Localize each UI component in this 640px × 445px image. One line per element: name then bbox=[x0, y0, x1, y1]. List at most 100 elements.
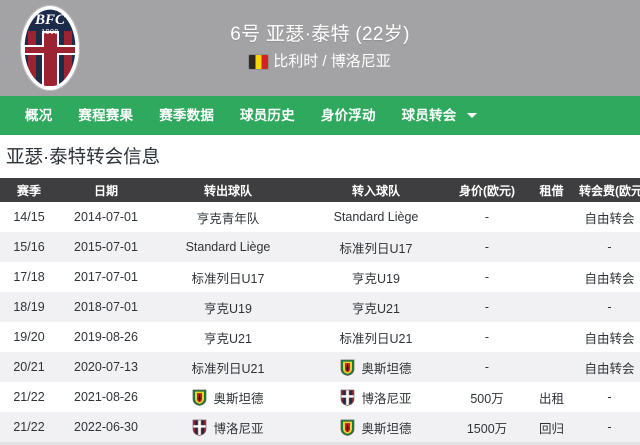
cell-to-club: 亨克U19 bbox=[302, 262, 450, 292]
table-row[interactable]: 15/16 2015-07-01 Standard Liège 标准列日U17 - - bbox=[0, 232, 640, 262]
cell-from-club-label: 博洛尼亚 bbox=[213, 421, 264, 436]
cell-date: 2015-07-01 bbox=[74, 240, 138, 254]
table-row[interactable]: 19/20 2019-08-26 亨克U21 标准列日U21 - 自由转会 bbox=[0, 322, 640, 352]
cell-market-value: - bbox=[484, 270, 490, 284]
cell-from-club-content: 标准列日U21 bbox=[154, 352, 302, 382]
cell-loan: 回归 bbox=[538, 421, 564, 436]
chevron-down-icon[interactable] bbox=[467, 112, 478, 118]
tab-overview-label: 概况 bbox=[25, 108, 53, 123]
cell-to-club-label: 奥斯坦德 bbox=[361, 361, 412, 376]
cell-from-club[interactable]: 博洛尼亚 bbox=[154, 412, 302, 442]
cell-market-value: - bbox=[484, 330, 490, 344]
cell-from-club-label: 标准列日U21 bbox=[191, 361, 265, 376]
cell-season: 21/22 bbox=[13, 420, 45, 434]
tab-market-value[interactable]: 身价浮动 bbox=[308, 96, 389, 135]
tab-season-stats-label: 赛季数据 bbox=[159, 108, 215, 123]
tab-season-stats[interactable]: 赛季数据 bbox=[146, 96, 227, 135]
cell-loan bbox=[524, 322, 579, 352]
cell-loan bbox=[524, 352, 579, 382]
page-title: 6号 亚瑟·泰特 (22岁) bbox=[230, 24, 410, 45]
cell-date: 2017-07-01 bbox=[74, 270, 138, 284]
col-season: 赛季 bbox=[0, 178, 58, 202]
cell-from-club-content: 亨克U21 bbox=[154, 322, 302, 352]
oostende-crest-icon bbox=[341, 359, 355, 376]
player-nationality-club: 比利时 / 博洛尼亚 bbox=[0, 50, 640, 74]
cell-from-club-label: 标准列日U17 bbox=[191, 271, 265, 286]
cell-from-club-content: 奥斯坦德 bbox=[154, 382, 302, 412]
cell-from-club-label: Standard Liège bbox=[185, 240, 271, 254]
cell-loan: 出租 bbox=[538, 391, 564, 406]
table-row[interactable]: 14/15 2014-07-01 亨克青年队 Standard Liège - 自由转会 bbox=[0, 202, 640, 232]
bologna-crest-icon bbox=[193, 419, 207, 436]
cell-season: 18/19 bbox=[13, 300, 45, 314]
cell-from-club-label: 亨克U19 bbox=[204, 301, 252, 316]
tab-player-transfers[interactable]: 球员转会 bbox=[389, 96, 484, 135]
table-row[interactable]: 20/21 2020-07-13 标准列日U21 奥斯坦德 - 自由转会 bbox=[0, 352, 640, 382]
cell-date: 2020-07-13 bbox=[74, 360, 138, 374]
tab-overview[interactable]: 概况 bbox=[12, 96, 65, 135]
table-row[interactable]: 22/232022-07-01奥斯坦德博洛尼亚1500万600万 bbox=[0, 442, 640, 445]
cell-from-club-content: 博洛尼亚 bbox=[154, 412, 302, 442]
cell-to-club-label: 博洛尼亚 bbox=[361, 391, 412, 406]
cell-market-value: - bbox=[484, 360, 490, 374]
cell-to-club[interactable]: 博洛尼亚 bbox=[302, 382, 450, 412]
cell-to-club[interactable]: 奥斯坦德 bbox=[302, 412, 450, 442]
tab-player-history[interactable]: 球员历史 bbox=[227, 96, 308, 135]
bologna-crest-icon bbox=[341, 389, 355, 406]
cell-to-club-label: Standard Liège bbox=[333, 210, 419, 224]
cell-market-value: - bbox=[484, 300, 490, 314]
table-row[interactable]: 18/19 2018-07-01 亨克U19 亨克U21 - - bbox=[0, 292, 640, 322]
tab-player-history-label: 球员历史 bbox=[240, 108, 295, 123]
table-row[interactable]: 17/18 2017-07-01 标准列日U17 亨克U19 - 自由转会 bbox=[0, 262, 640, 292]
cell-to-club-content: 标准列日U21 bbox=[302, 322, 450, 352]
cell-from-club-content: 标准列日U17 bbox=[154, 262, 302, 292]
bologna-crest-icon: BFC 1909 bbox=[20, 5, 80, 91]
cell-loan bbox=[524, 202, 579, 232]
cell-from-club[interactable]: 奥斯坦德 bbox=[154, 382, 302, 412]
table-header-row: 赛季 日期 转出球队 转入球队 身价(欧元) 租借 转会费(欧元) bbox=[0, 178, 640, 202]
cell-from-club: 标准列日U17 bbox=[154, 262, 302, 292]
transfers-table: 赛季 日期 转出球队 转入球队 身价(欧元) 租借 转会费(欧元) 14/15 2… bbox=[0, 178, 640, 445]
cell-from-club-label: 奥斯坦德 bbox=[213, 391, 264, 406]
cell-to-club-label: 奥斯坦德 bbox=[361, 421, 412, 436]
cell-from-club-content: Standard Liège bbox=[154, 232, 302, 262]
tab-fixtures-results-label: 赛程赛果 bbox=[78, 108, 134, 123]
cell-season: 19/20 bbox=[13, 330, 45, 344]
cell-from-club: 亨克U21 bbox=[154, 322, 302, 352]
transfers-table-head: 赛季 日期 转出球队 转入球队 身价(欧元) 租借 转会费(欧元) bbox=[0, 178, 640, 202]
cell-to-club-content: 亨克U21 bbox=[302, 292, 450, 322]
cell-date: 2021-08-26 bbox=[74, 390, 138, 404]
cell-market-value: 500万 bbox=[470, 391, 504, 406]
cell-to-club-content: 奥斯坦德 bbox=[302, 412, 450, 442]
cell-to-club-label: 标准列日U17 bbox=[339, 241, 413, 256]
cell-transfer-fee: - bbox=[607, 300, 612, 314]
cell-date: 2014-07-01 bbox=[74, 210, 138, 224]
oostende-crest-icon bbox=[193, 389, 207, 406]
transfers-table-body: 14/15 2014-07-01 亨克青年队 Standard Liège - 自由转会 1… bbox=[0, 202, 640, 445]
tab-player-transfers-label: 球员转会 bbox=[401, 108, 457, 123]
player-header: BFC 1909 6号 亚瑟·泰特 (22岁) 比利时 / 博洛尼亚 bbox=[0, 0, 640, 96]
cell-transfer-fee: 自由转会 bbox=[584, 271, 635, 286]
cell-from-club-label: 亨克青年队 bbox=[196, 211, 260, 226]
tab-fixtures-results[interactable]: 赛程赛果 bbox=[65, 96, 146, 135]
cell-to-club[interactable]: 奥斯坦德 bbox=[302, 352, 450, 382]
main-nav: 概况 赛程赛果 赛季数据 球员历史 身价浮动 球员转会 bbox=[0, 96, 640, 135]
table-row[interactable]: 21/22 2022-06-30 博洛尼亚 奥斯坦德 1500万 回归 - bbox=[0, 412, 640, 442]
cell-date: 2019-08-26 bbox=[74, 330, 138, 344]
cell-from-club-content: 亨克青年队 bbox=[154, 202, 302, 232]
col-from-club: 转出球队 bbox=[154, 178, 302, 202]
col-to-club: 转入球队 bbox=[302, 178, 450, 202]
cell-to-club-label: 标准列日U21 bbox=[339, 331, 413, 346]
cell-season: 14/15 bbox=[13, 210, 45, 224]
table-row[interactable]: 21/22 2021-08-26 奥斯坦德 博洛尼亚 500万 出租 - bbox=[0, 382, 640, 412]
cell-loan bbox=[524, 292, 579, 322]
club-crest: BFC 1909 bbox=[16, 4, 84, 92]
cell-market-value: 1500万 bbox=[466, 421, 508, 436]
cell-to-club: 标准列日U17 bbox=[302, 232, 450, 262]
col-transfer-fee: 转会费(欧元) bbox=[579, 178, 640, 202]
oostende-crest-icon bbox=[341, 419, 355, 436]
cell-market-value: - bbox=[484, 210, 490, 224]
cell-to-club-label: 亨克U21 bbox=[352, 301, 400, 316]
cell-to-club: 亨克U21 bbox=[302, 292, 450, 322]
